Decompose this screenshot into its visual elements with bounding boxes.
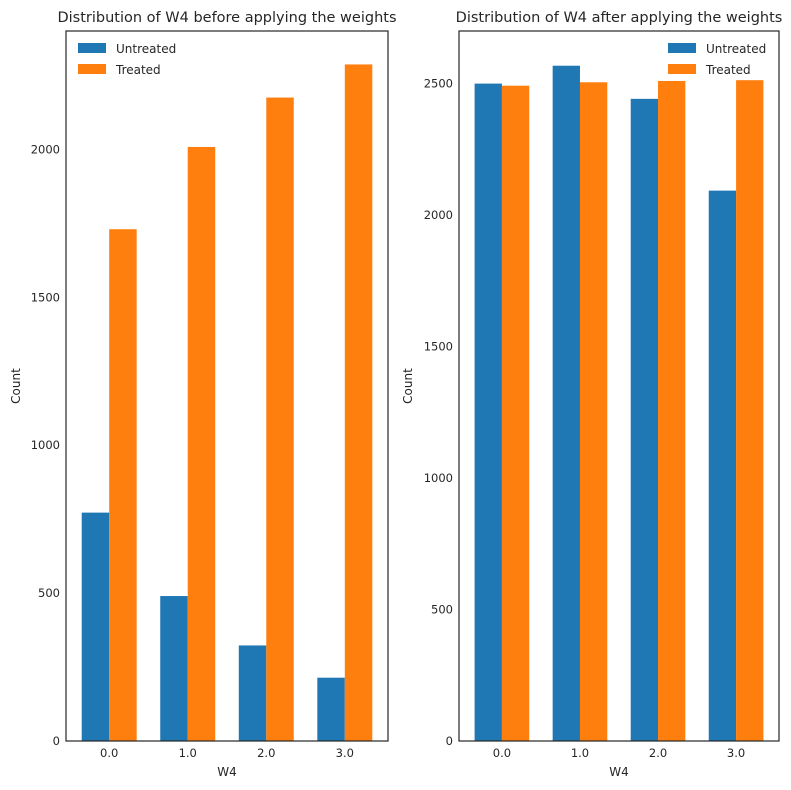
bar-untreated-0.0 <box>475 84 502 741</box>
y-tick-label: 500 <box>38 586 60 600</box>
y-tick-label: 1500 <box>424 340 453 354</box>
bar-treated-2.0 <box>266 98 293 741</box>
legend-swatch-treated <box>668 64 696 74</box>
chart-title: Distribution of W4 before applying the w… <box>57 10 396 26</box>
left-chart-panel: Distribution of W4 before applying the w… <box>9 10 397 779</box>
legend-swatch-treated <box>78 64 106 74</box>
y-tick-label: 500 <box>431 603 453 617</box>
legend-label-treated: Treated <box>115 63 161 77</box>
y-tick-label: 1000 <box>31 438 60 452</box>
bar-treated-1.0 <box>580 82 607 741</box>
bar-treated-1.0 <box>188 147 215 741</box>
x-tick-label: 0.0 <box>493 746 511 760</box>
figure: Distribution of W4 before applying the w… <box>0 0 791 790</box>
legend-swatch-untreated <box>78 43 106 53</box>
y-tick-label: 2000 <box>31 142 60 156</box>
y-tick-label: 0 <box>53 734 60 748</box>
bar-untreated-0.0 <box>82 513 109 741</box>
y-tick-label: 2000 <box>424 208 453 222</box>
x-tick-label: 3.0 <box>336 746 354 760</box>
chart-title: Distribution of W4 after applying the we… <box>456 10 783 26</box>
bar-untreated-2.0 <box>239 645 266 741</box>
x-axis-label: W4 <box>609 765 629 779</box>
y-tick-label: 0 <box>446 734 453 748</box>
x-tick-label: 1.0 <box>179 746 197 760</box>
legend-label-untreated: Untreated <box>116 42 176 56</box>
bar-treated-3.0 <box>736 80 763 741</box>
bar-untreated-2.0 <box>631 99 658 741</box>
bar-treated-0.0 <box>109 229 136 741</box>
legend-label-treated: Treated <box>705 63 751 77</box>
legend-label-untreated: Untreated <box>706 42 766 56</box>
right-chart-panel: Distribution of W4 after applying the we… <box>401 10 782 779</box>
x-tick-label: 0.0 <box>100 746 118 760</box>
x-tick-label: 2.0 <box>257 746 275 760</box>
bar-treated-0.0 <box>502 86 529 741</box>
x-tick-label: 3.0 <box>727 746 745 760</box>
bar-treated-2.0 <box>658 81 685 741</box>
y-tick-label: 2500 <box>424 77 453 91</box>
bar-untreated-1.0 <box>160 596 187 741</box>
y-tick-label: 1000 <box>424 471 453 485</box>
bar-untreated-3.0 <box>709 191 736 741</box>
y-tick-label: 1500 <box>31 290 60 304</box>
bar-untreated-1.0 <box>553 66 580 741</box>
legend-swatch-untreated <box>668 43 696 53</box>
bar-treated-3.0 <box>345 64 372 741</box>
x-tick-label: 1.0 <box>571 746 589 760</box>
y-axis-label: Count <box>401 368 415 404</box>
bar-untreated-3.0 <box>317 678 344 741</box>
x-tick-label: 2.0 <box>649 746 667 760</box>
x-axis-label: W4 <box>217 765 237 779</box>
y-axis-label: Count <box>9 368 23 404</box>
